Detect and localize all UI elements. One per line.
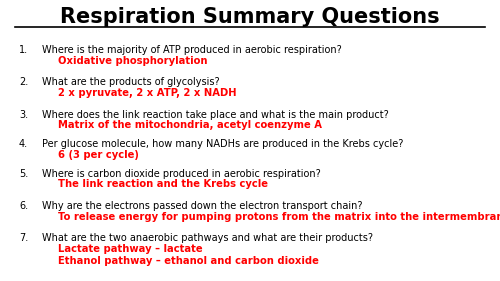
- Text: 2 x pyruvate, 2 x ATP, 2 x NADH: 2 x pyruvate, 2 x ATP, 2 x NADH: [58, 88, 236, 98]
- Text: 5.: 5.: [19, 169, 28, 179]
- Text: The link reaction and the Krebs cycle: The link reaction and the Krebs cycle: [58, 179, 268, 189]
- Text: 1.: 1.: [19, 45, 28, 55]
- Text: Matrix of the mitochondria, acetyl coenzyme A: Matrix of the mitochondria, acetyl coenz…: [58, 120, 322, 130]
- Text: To release energy for pumping protons from the matrix into the intermembrane spa: To release energy for pumping protons fr…: [58, 212, 500, 222]
- Text: Where does the link reaction take place and what is the main product?: Where does the link reaction take place …: [42, 110, 389, 120]
- Text: 7.: 7.: [19, 233, 28, 243]
- Text: What are the two anaerobic pathways and what are their products?: What are the two anaerobic pathways and …: [42, 233, 374, 243]
- Text: 6 (3 per cycle): 6 (3 per cycle): [58, 150, 138, 160]
- Text: Lactate pathway – lactate
Ethanol pathway – ethanol and carbon dioxide: Lactate pathway – lactate Ethanol pathwa…: [58, 244, 318, 266]
- Text: 4.: 4.: [19, 139, 28, 149]
- Text: Oxidative phosphorylation: Oxidative phosphorylation: [58, 56, 207, 66]
- Text: 3.: 3.: [19, 110, 28, 120]
- Text: Why are the electrons passed down the electron transport chain?: Why are the electrons passed down the el…: [42, 201, 363, 211]
- Text: Where is the majority of ATP produced in aerobic respiration?: Where is the majority of ATP produced in…: [42, 45, 342, 55]
- Text: 2.: 2.: [19, 77, 28, 87]
- Text: Per glucose molecule, how many NADHs are produced in the Krebs cycle?: Per glucose molecule, how many NADHs are…: [42, 139, 404, 149]
- Text: 6.: 6.: [19, 201, 28, 211]
- Text: What are the products of glycolysis?: What are the products of glycolysis?: [42, 77, 220, 87]
- Text: Where is carbon dioxide produced in aerobic respiration?: Where is carbon dioxide produced in aero…: [42, 169, 321, 179]
- Text: Respiration Summary Questions: Respiration Summary Questions: [60, 7, 440, 27]
